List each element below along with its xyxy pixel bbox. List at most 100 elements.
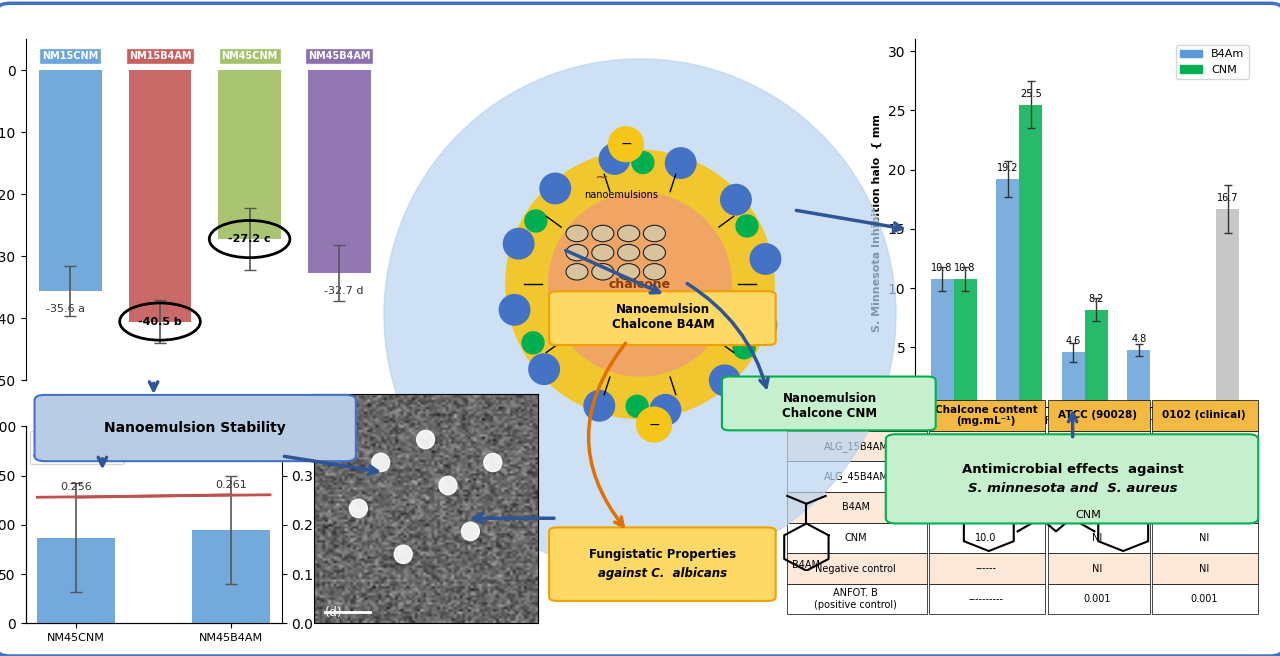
Text: CNM: CNM <box>845 533 867 543</box>
Text: 0.001: 0.001 <box>1084 594 1111 604</box>
Circle shape <box>484 453 502 472</box>
FancyBboxPatch shape <box>1152 431 1258 461</box>
Circle shape <box>637 407 671 441</box>
Circle shape <box>617 225 640 241</box>
Text: S. minnesota and  S. aureus: S. minnesota and S. aureus <box>968 482 1178 495</box>
Text: 4.6: 4.6 <box>1066 337 1080 346</box>
Y-axis label: PDI: PDI <box>315 515 324 535</box>
Circle shape <box>462 522 479 541</box>
FancyBboxPatch shape <box>1152 584 1258 615</box>
Circle shape <box>644 264 666 280</box>
Circle shape <box>650 395 681 425</box>
Text: chalcone: chalcone <box>609 278 671 291</box>
Text: Fungistatic Properties: Fungistatic Properties <box>590 548 736 561</box>
Bar <box>1085 310 1107 407</box>
Circle shape <box>591 245 614 261</box>
Text: 0.175: 0.175 <box>1190 441 1217 451</box>
Text: 8.2: 8.2 <box>1088 294 1103 304</box>
Text: 0.256: 0.256 <box>60 482 92 492</box>
Text: -35.6 a: -35.6 a <box>46 304 86 314</box>
Text: NM15B4AM: NM15B4AM <box>129 51 191 61</box>
FancyBboxPatch shape <box>1152 400 1258 431</box>
FancyBboxPatch shape <box>1048 523 1149 553</box>
Text: B4AM: B4AM <box>792 560 820 570</box>
Circle shape <box>746 310 777 340</box>
FancyBboxPatch shape <box>1152 492 1258 523</box>
Text: 4.8: 4.8 <box>1132 334 1147 344</box>
Text: -40.5 b: -40.5 b <box>138 317 182 327</box>
Y-axis label: S. Minnesota Inhibition halo  { mm: S. Minnesota Inhibition halo { mm <box>872 114 882 332</box>
Bar <box>996 179 1019 407</box>
Text: −: − <box>621 137 632 152</box>
Text: 0.350: 0.350 <box>1084 441 1111 451</box>
FancyBboxPatch shape <box>929 584 1046 615</box>
FancyBboxPatch shape <box>929 431 1046 461</box>
Text: 10.8: 10.8 <box>932 263 952 273</box>
Text: Nanoemulsion Stability: Nanoemulsion Stability <box>104 420 285 435</box>
Circle shape <box>529 354 559 384</box>
Legend: B4Am, CNM: B4Am, CNM <box>1175 45 1249 79</box>
Text: (d): (d) <box>325 605 343 619</box>
FancyBboxPatch shape <box>1048 400 1149 431</box>
FancyBboxPatch shape <box>787 584 927 615</box>
Circle shape <box>394 545 412 564</box>
Text: Chalcone content
(mg.mL⁻¹): Chalcone content (mg.mL⁻¹) <box>934 405 1038 426</box>
FancyBboxPatch shape <box>1048 584 1149 615</box>
Bar <box>1216 209 1239 407</box>
Circle shape <box>666 148 696 178</box>
Bar <box>1062 352 1085 407</box>
Legend: Particle size, PDI: Particle size, PDI <box>31 431 124 464</box>
FancyBboxPatch shape <box>929 461 1046 492</box>
Circle shape <box>566 225 588 241</box>
Circle shape <box>503 228 534 259</box>
Circle shape <box>599 144 630 174</box>
FancyBboxPatch shape <box>1048 461 1149 492</box>
FancyBboxPatch shape <box>929 400 1046 431</box>
Text: 4.5: 4.5 <box>978 472 993 482</box>
Bar <box>192 530 270 623</box>
Text: −: − <box>648 418 659 432</box>
FancyBboxPatch shape <box>1152 553 1258 584</box>
Text: -32.7 d: -32.7 d <box>324 285 364 296</box>
Circle shape <box>609 127 643 161</box>
Bar <box>129 70 192 321</box>
Circle shape <box>584 390 614 421</box>
Text: 0.261: 0.261 <box>215 480 247 490</box>
Circle shape <box>721 184 751 215</box>
Circle shape <box>506 150 774 419</box>
Circle shape <box>644 245 666 261</box>
Bar <box>1019 104 1042 407</box>
Text: B4AM: B4AM <box>842 502 870 512</box>
Bar <box>40 70 102 291</box>
Text: Chalcone B4AM: Chalcone B4AM <box>612 318 714 331</box>
Text: ALG_45B4AM: ALG_45B4AM <box>823 471 888 482</box>
Text: ----------: ---------- <box>969 594 1004 604</box>
Circle shape <box>372 453 389 472</box>
FancyBboxPatch shape <box>787 492 927 523</box>
Circle shape <box>709 365 740 396</box>
Text: 10.0: 10.0 <box>975 502 997 512</box>
Text: ------: ------ <box>975 564 997 573</box>
Bar <box>1128 350 1151 407</box>
Text: 19.2: 19.2 <box>997 163 1019 173</box>
Circle shape <box>525 210 547 232</box>
Circle shape <box>736 215 758 237</box>
Text: nanoemulsions: nanoemulsions <box>584 190 658 200</box>
Circle shape <box>591 264 614 280</box>
Text: Nanoemulsion: Nanoemulsion <box>616 303 710 316</box>
Text: Chalcone CNM: Chalcone CNM <box>782 407 877 420</box>
Text: 16.7: 16.7 <box>1217 193 1238 203</box>
Circle shape <box>644 225 666 241</box>
FancyBboxPatch shape <box>787 553 927 584</box>
Circle shape <box>439 476 457 495</box>
FancyBboxPatch shape <box>787 431 927 461</box>
Text: 0.625: 0.625 <box>1084 502 1111 512</box>
Bar <box>954 279 977 407</box>
Text: NM45CNM: NM45CNM <box>221 51 278 61</box>
Text: NI: NI <box>1199 533 1210 543</box>
Text: 25.5: 25.5 <box>1020 89 1042 98</box>
Text: -27.2 c: -27.2 c <box>228 234 271 244</box>
Circle shape <box>384 59 896 571</box>
FancyBboxPatch shape <box>929 523 1046 553</box>
FancyBboxPatch shape <box>787 523 927 553</box>
